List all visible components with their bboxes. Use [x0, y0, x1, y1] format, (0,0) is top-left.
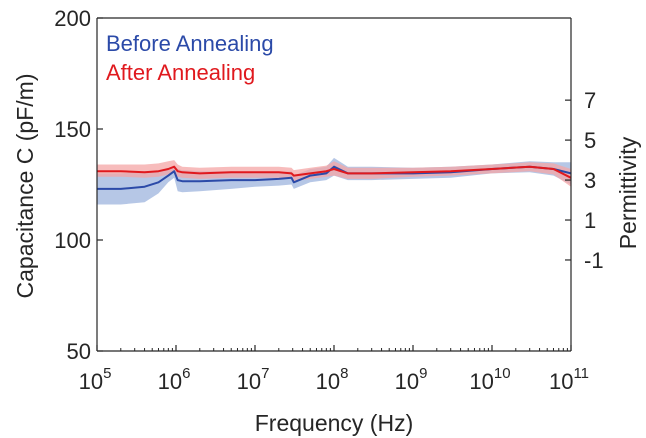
before-annealing-line: [97, 165, 572, 190]
after-annealing-band: [97, 160, 571, 187]
x-axis-title: Frequency (Hz): [255, 410, 413, 436]
series-lines: [97, 165, 572, 190]
y2-tick-label-7: 7: [584, 88, 596, 113]
confidence-bands: [97, 157, 571, 205]
x-tick-label-11: 1011: [549, 365, 589, 394]
legend-entry-after-annealing: After Annealing: [106, 60, 255, 85]
legend: Before Annealing After Annealing: [106, 31, 274, 85]
x-tick-label-6: 106: [158, 365, 191, 394]
y2-tick-label-3: 3: [584, 168, 596, 193]
y2-tick-label-5: 5: [584, 128, 596, 153]
legend-entry-before-annealing: Before Annealing: [106, 31, 274, 56]
y2-tick-label-1: 1: [584, 208, 596, 233]
x-tick-label-5: 105: [79, 365, 112, 394]
x-tick-label-10: 1010: [469, 365, 510, 394]
after-annealing-line: [97, 165, 572, 179]
y2-tick-label--1: -1: [584, 248, 604, 273]
right-y-axis-title: Permittivity: [615, 136, 641, 249]
x-tick-label-8: 108: [316, 365, 349, 394]
x-tick-label-7: 107: [237, 365, 270, 394]
y-tick-label-50: 50: [67, 339, 91, 364]
y-tick-label-100: 100: [54, 228, 91, 253]
y-axis-title: Capacitance C (pF/m): [12, 74, 38, 299]
y-tick-label-200: 200: [54, 6, 91, 31]
x-tick-label-9: 109: [395, 365, 428, 394]
axes: 105 106 107 108 109 1010 1011 50 100 150 200 7 5 3 1 -1: [54, 6, 603, 394]
y-tick-label-150: 150: [54, 117, 91, 142]
